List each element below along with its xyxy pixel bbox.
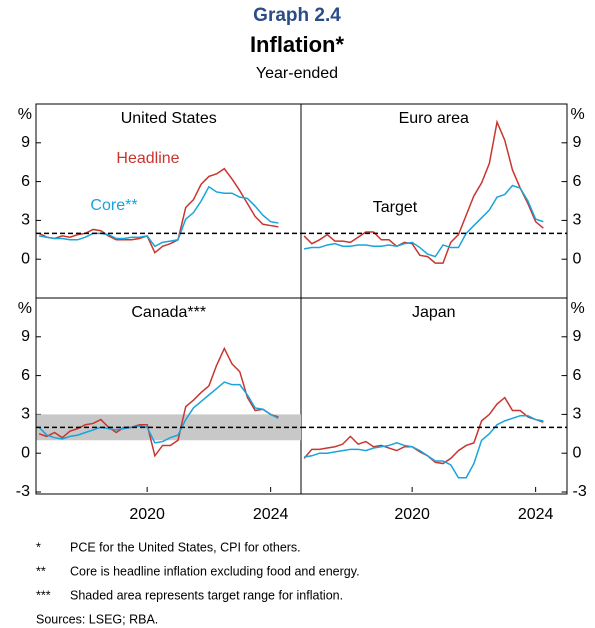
y-tick-label: 3 (573, 212, 582, 229)
panel-title: United States (121, 110, 217, 127)
note-text: Core is headline inflation excluding foo… (70, 564, 360, 578)
panel-title: Canada*** (131, 304, 206, 321)
graph-label: Graph 2.4 (253, 5, 341, 26)
note-marker: * (36, 540, 41, 554)
y-tick-label: 0 (21, 444, 30, 461)
y-tick-label: 6 (573, 173, 582, 190)
y-tick-label: 9 (573, 328, 582, 345)
y-tick-label: 3 (21, 212, 30, 229)
note-text: PCE for the United States, CPI for other… (70, 540, 301, 554)
y-tick-label: 6 (21, 173, 30, 190)
y-tick-label: 6 (573, 367, 582, 384)
target-label: Target (373, 199, 418, 216)
series-line (38, 167, 279, 254)
note-marker: *** (36, 588, 51, 602)
series-line (303, 184, 544, 258)
note-marker: ** (36, 564, 46, 578)
y-unit: % (18, 300, 32, 317)
y-tick-label: 0 (573, 444, 582, 461)
y-tick-label: 9 (21, 328, 30, 345)
x-tick-label: 2024 (518, 506, 554, 523)
y-tick-label: 0 (573, 250, 582, 267)
y-tick-label: 9 (21, 134, 30, 151)
chart-title: Inflation* (250, 32, 345, 57)
x-tick-label: 2024 (253, 506, 289, 523)
note-text: Shaded area represents target range for … (70, 588, 343, 602)
series-line (303, 119, 544, 264)
series-line (38, 185, 279, 248)
series-line (303, 414, 544, 479)
y-unit: % (18, 106, 32, 123)
series-line (38, 381, 279, 444)
y-unit: % (571, 300, 585, 317)
sources: Sources: LSEG; RBA. (36, 612, 158, 626)
y-tick-label: 0 (21, 250, 30, 267)
x-tick-label: 2020 (394, 506, 430, 523)
series-label: Core** (90, 197, 137, 214)
series-label: Headline (116, 150, 179, 167)
y-tick-label: -3 (573, 483, 587, 500)
chart-subtitle: Year-ended (256, 65, 338, 82)
y-tick-label: 9 (573, 134, 582, 151)
y-unit: % (571, 106, 585, 123)
y-tick-label: 3 (573, 406, 582, 423)
y-tick-label: 6 (21, 367, 30, 384)
x-tick-label: 2020 (129, 506, 165, 523)
y-tick-label: 3 (21, 406, 30, 423)
panel-title: Japan (412, 304, 456, 321)
y-tick-label: -3 (16, 483, 30, 500)
panel-title: Euro area (399, 110, 469, 127)
